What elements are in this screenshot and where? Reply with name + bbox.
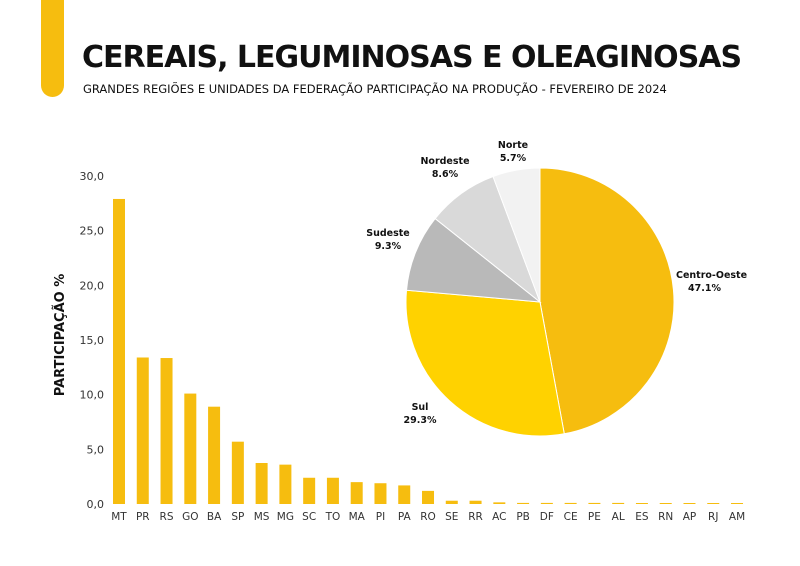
bar-RO: [422, 490, 435, 504]
bar-DF: [540, 502, 553, 504]
y-tick-label: 30,0: [80, 170, 105, 183]
bar-SE: [445, 500, 458, 504]
x-tick-label: SP: [231, 511, 244, 523]
x-tick-label: BA: [207, 511, 222, 523]
pie-value-label: 29.3%: [404, 415, 437, 426]
x-tick-label: GO: [182, 511, 198, 523]
pie-slice-sul: [405, 289, 565, 437]
y-tick-label: 5,0: [87, 443, 105, 456]
y-tick-label: 15,0: [80, 334, 105, 347]
x-tick-label: RN: [658, 511, 673, 523]
bar-AC: [493, 502, 506, 504]
x-tick-label: ES: [635, 511, 649, 523]
pie-slice-sudeste: [405, 217, 542, 303]
pie-label: Norte: [498, 140, 528, 151]
x-tick-label: PA: [398, 511, 412, 523]
pie-slice-norte: [492, 167, 541, 303]
pie-label: Sudeste: [366, 228, 410, 239]
bar-MS: [255, 463, 268, 504]
x-tick-label: PR: [136, 511, 150, 523]
pie-value-label: 47.1%: [688, 283, 721, 294]
x-tick-label: RR: [468, 511, 483, 523]
bar-TO: [326, 477, 339, 504]
bar-CE: [564, 502, 577, 504]
bar-SP: [231, 441, 244, 504]
pie-slice-centro-oeste: [539, 167, 675, 435]
bar-PI: [374, 483, 387, 504]
x-tick-label: MG: [277, 511, 294, 523]
bar-PE: [588, 502, 601, 504]
bar-RS: [160, 358, 173, 504]
bar-MA: [350, 482, 363, 504]
pie-label: Sul: [412, 402, 429, 413]
x-tick-label: CE: [564, 511, 578, 523]
x-tick-label: RO: [420, 511, 436, 523]
pie-value-label: 5.7%: [500, 153, 527, 164]
x-tick-label: MS: [254, 511, 270, 523]
bar-RN: [659, 503, 672, 504]
bar-AM: [731, 503, 744, 504]
bar-AL: [612, 502, 625, 504]
bar-MG: [279, 464, 292, 504]
accent-bar: [41, 0, 64, 97]
x-tick-label: RS: [160, 511, 174, 523]
x-tick-label: SC: [302, 511, 316, 523]
x-tick-label: DF: [540, 511, 554, 523]
chart-subtitle: GRANDES REGIÕES E UNIDADES DA FEDERAÇÃO …: [83, 82, 667, 96]
x-tick-label: RJ: [708, 511, 718, 523]
y-tick-label: 10,0: [80, 389, 105, 402]
bar-PB: [517, 502, 530, 504]
x-tick-label: AP: [683, 511, 697, 523]
y-tick-label: 0,0: [87, 498, 105, 511]
pie-value-label: 8.6%: [432, 169, 459, 180]
x-tick-label: TO: [325, 511, 341, 523]
x-tick-label: MT: [111, 511, 127, 523]
chart-title: CEREAIS, LEGUMINOSAS E OLEAGINOSAS: [82, 40, 742, 75]
bar-PR: [136, 357, 149, 504]
x-tick-label: MA: [349, 511, 366, 523]
bar-BA: [208, 406, 221, 504]
pie-label: Centro-Oeste: [676, 270, 747, 281]
x-tick-label: PE: [588, 511, 601, 523]
pie-label: Nordeste: [420, 156, 469, 167]
bar-ES: [635, 503, 648, 504]
bar-GO: [184, 393, 197, 504]
bar-AP: [683, 503, 696, 504]
bar-PA: [398, 485, 411, 504]
x-tick-label: AM: [729, 511, 745, 523]
y-axis-label: PARTICIPAÇÃO %: [52, 274, 68, 397]
bar-MT: [113, 198, 125, 504]
y-tick-label: 25,0: [80, 225, 105, 238]
bar-RR: [469, 500, 482, 504]
y-tick-label: 20,0: [80, 279, 105, 292]
bar-SC: [303, 477, 316, 504]
bar-RJ: [707, 503, 720, 504]
x-tick-label: AL: [612, 511, 625, 523]
x-tick-label: PI: [376, 511, 385, 523]
x-tick-label: AC: [492, 511, 506, 523]
x-tick-label: PB: [516, 511, 530, 523]
pie-value-label: 9.3%: [375, 241, 402, 252]
x-tick-label: SE: [445, 511, 458, 523]
